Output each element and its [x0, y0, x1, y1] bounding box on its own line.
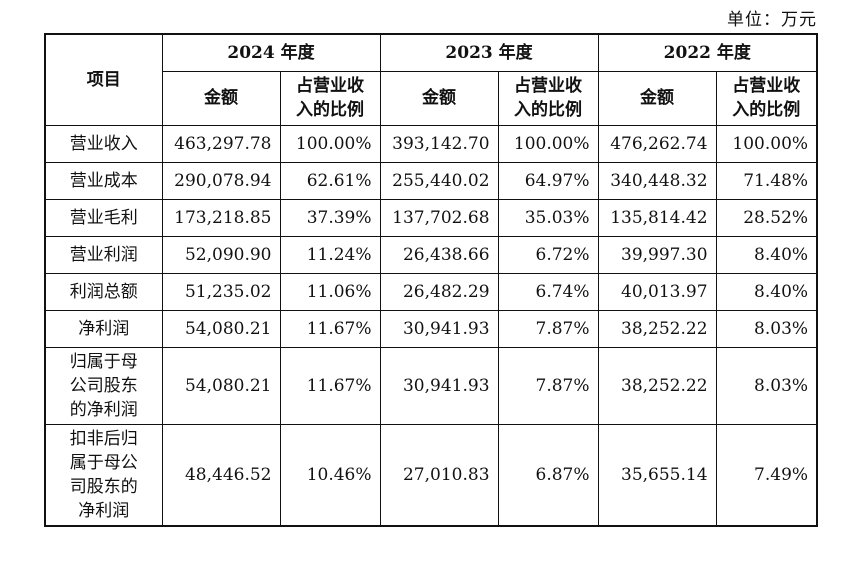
cell-value: 135,814.42	[597, 198, 717, 237]
cell-value: 51,235.02	[161, 272, 281, 311]
cell-value: 7.87%	[497, 346, 599, 425]
cell-value: 7.87%	[497, 309, 599, 348]
cell-value: 6.87%	[497, 423, 599, 527]
cell-value: 7.49%	[715, 423, 818, 527]
cell-value: 39,997.30	[597, 235, 717, 274]
cell-value: 476,262.74	[597, 124, 717, 163]
header-ratio: 占营业收 入的比例	[497, 70, 599, 126]
cell-value: 28.52%	[715, 198, 818, 237]
cell-value: 8.03%	[715, 309, 818, 348]
cell-value: 37.39%	[279, 198, 381, 237]
cell-value: 6.72%	[497, 235, 599, 274]
table-row: 扣非后归 属于母公 司股东的 净利润 48,446.52 10.46% 27,010.…	[44, 423, 818, 527]
header-item: 项目	[44, 33, 163, 126]
table-row: 利润总额 51,235.02 11.06% 26,482.29 6.74% 40…	[44, 272, 818, 311]
cell-value: 393,142.70	[379, 124, 499, 163]
header-ratio: 占营业收 入的比例	[279, 70, 381, 126]
cell-value: 11.67%	[279, 309, 381, 348]
row-item: 营业成本	[44, 161, 163, 200]
cell-value: 38,252.22	[597, 346, 717, 425]
cell-value: 8.40%	[715, 272, 818, 311]
table-row: 营业毛利 173,218.85 37.39% 137,702.68 35.03%…	[44, 198, 818, 237]
financial-table: 项目 2024 年度 2023 年度 2022 年度 金额 占营业收 入的比例 金…	[44, 33, 819, 527]
table-row: 营业收入 463,297.78 100.00% 393,142.70 100.0…	[44, 124, 818, 163]
cell-value: 62.61%	[279, 161, 381, 200]
cell-value: 35,655.14	[597, 423, 717, 527]
row-item: 营业利润	[44, 235, 163, 274]
cell-value: 52,090.90	[161, 235, 281, 274]
cell-value: 26,438.66	[379, 235, 499, 274]
cell-value: 173,218.85	[161, 198, 281, 237]
row-item: 利润总额	[44, 272, 163, 311]
table-row: 净利润 54,080.21 11.67% 30,941.93 7.87% 38,…	[44, 309, 818, 348]
table-row: 营业成本 290,078.94 62.61% 255,440.02 64.97%…	[44, 161, 818, 200]
cell-value: 8.40%	[715, 235, 818, 274]
cell-value: 100.00%	[279, 124, 381, 163]
header-amount: 金额	[161, 70, 281, 126]
unit-label: 单位：万元	[727, 10, 817, 30]
cell-value: 30,941.93	[379, 309, 499, 348]
cell-value: 8.03%	[715, 346, 818, 425]
header-year-2024: 2024 年度	[161, 33, 381, 72]
row-item: 净利润	[44, 309, 163, 348]
cell-value: 38,252.22	[597, 309, 717, 348]
cell-value: 54,080.21	[161, 309, 281, 348]
row-item: 营业毛利	[44, 198, 163, 237]
header-row-years: 项目 2024 年度 2023 年度 2022 年度	[44, 33, 818, 126]
row-item: 营业收入	[44, 124, 163, 163]
cell-value: 100.00%	[715, 124, 818, 163]
header-year-2022: 2022 年度	[597, 33, 818, 72]
cell-value: 255,440.02	[379, 161, 499, 200]
cell-value: 137,702.68	[379, 198, 499, 237]
row-item: 归属于母 公司股东 的净利润	[44, 346, 163, 425]
cell-value: 64.97%	[497, 161, 599, 200]
header-amount: 金额	[379, 70, 499, 126]
cell-value: 26,482.29	[379, 272, 499, 311]
header-amount: 金额	[597, 70, 717, 126]
cell-value: 463,297.78	[161, 124, 281, 163]
row-item: 扣非后归 属于母公 司股东的 净利润	[44, 423, 163, 527]
cell-value: 290,078.94	[161, 161, 281, 200]
cell-value: 30,941.93	[379, 346, 499, 425]
header-ratio: 占营业收 入的比例	[715, 70, 818, 126]
cell-value: 10.46%	[279, 423, 381, 527]
cell-value: 71.48%	[715, 161, 818, 200]
header-year-2023: 2023 年度	[379, 33, 599, 72]
cell-value: 27,010.83	[379, 423, 499, 527]
table-row: 营业利润 52,090.90 11.24% 26,438.66 6.72% 39…	[44, 235, 818, 274]
header-row-sub: 金额 占营业收 入的比例 金额 占营业收 入的比例 金额 占营业收 入的比例	[45, 70, 818, 126]
cell-value: 11.06%	[279, 272, 381, 311]
cell-value: 340,448.32	[597, 161, 717, 200]
cell-value: 35.03%	[497, 198, 599, 237]
cell-value: 11.24%	[279, 235, 381, 274]
cell-value: 6.74%	[497, 272, 599, 311]
table-row: 归属于母 公司股东 的净利润 54,080.21 11.67% 30,941.93 …	[44, 346, 818, 425]
cell-value: 54,080.21	[161, 346, 281, 425]
cell-value: 48,446.52	[161, 423, 281, 527]
cell-value: 11.67%	[279, 346, 381, 425]
cell-value: 40,013.97	[597, 272, 717, 311]
cell-value: 100.00%	[497, 124, 599, 163]
